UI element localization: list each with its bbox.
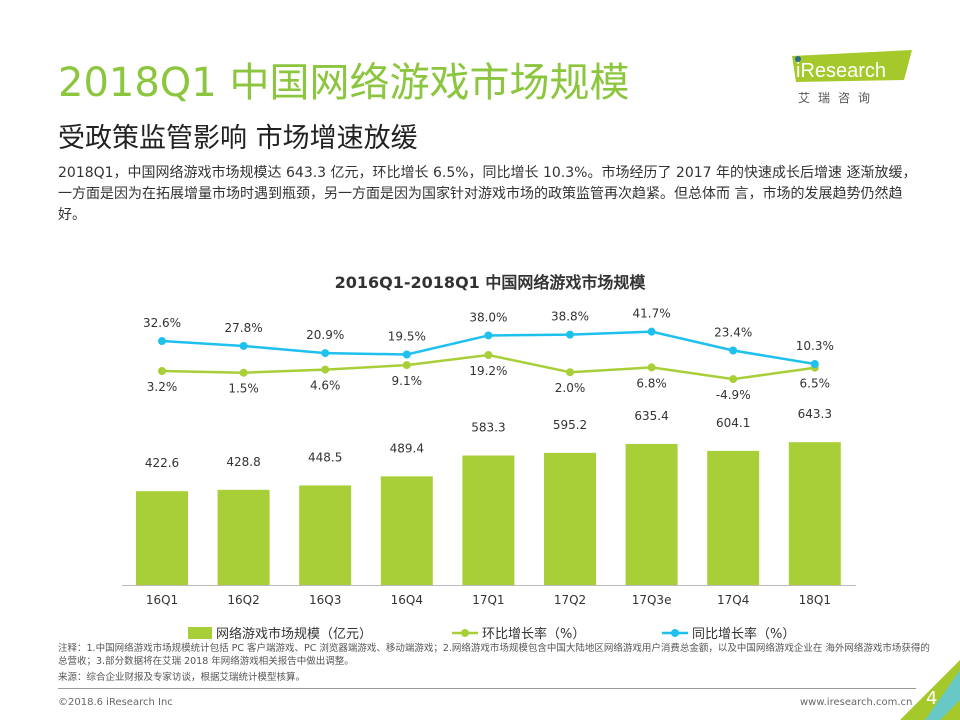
yoy-point <box>239 341 248 350</box>
bar-label: 643.3 <box>798 407 832 421</box>
bar <box>625 443 678 585</box>
yoy-point <box>566 330 574 339</box>
x-tick-label: 17Q4 <box>717 593 749 607</box>
qoq-point <box>158 367 166 375</box>
yoy-point <box>729 346 738 355</box>
yoy-label: 41.7% <box>633 307 671 321</box>
qoq-point <box>647 363 656 372</box>
chart: 2016Q1-2018Q1 中国网络游戏市场规模 16Q1 422.6 16Q2 42… <box>122 273 856 640</box>
yoy-point <box>158 337 166 346</box>
legend-swatch-point <box>671 629 679 637</box>
yoy-label: 38.0% <box>469 310 507 324</box>
legend-label: 环比增长率（%） <box>482 626 585 640</box>
qoq-label: -4.9% <box>716 388 751 402</box>
qoq-point <box>566 368 574 377</box>
qoq-label: 1.5% <box>228 382 259 396</box>
x-tick-label: 17Q2 <box>554 593 586 607</box>
chart-title: 2016Q1-2018Q1 中国网络游戏市场规模 <box>335 273 647 292</box>
bar-label: 583.3 <box>471 421 505 435</box>
source: 来源：综合企业财报及专家访谈，根据艾瑞统计模型核算。 <box>58 672 306 683</box>
bar-label: 604.1 <box>716 416 750 430</box>
x-tick-label: 17Q3e <box>632 593 672 607</box>
legend-label: 网络游戏市场规模（亿元） <box>216 626 372 640</box>
svg-text:艾瑞咨询: 艾瑞咨询 <box>798 90 878 105</box>
yoy-point <box>810 359 819 368</box>
corner-decoration <box>900 660 960 720</box>
x-tick-label: 17Q1 <box>472 593 504 607</box>
bar-label: 595.2 <box>553 418 587 432</box>
iresearch-logo: iResearch 艾瑞咨询 <box>792 50 912 105</box>
page-subtitle: 受政策监管影响 市场增速放缓 <box>58 123 418 154</box>
notes: 注释：1.中国网络游戏市场规模统计包括 PC 客户端游戏、PC 浏览器端游戏、移… <box>58 642 938 684</box>
qoq-point <box>402 361 411 370</box>
x-tick-label: 16Q3 <box>309 593 341 607</box>
bar-label: 489.4 <box>390 441 424 455</box>
qoq-label: 9.1% <box>392 374 423 388</box>
bar-label: 635.4 <box>634 409 668 423</box>
yoy-label: 32.6% <box>143 316 181 330</box>
yoy-point <box>321 349 330 358</box>
yoy-label: 19.5% <box>388 330 426 344</box>
page-number: 4 <box>926 688 938 709</box>
bar <box>707 450 760 585</box>
website-link[interactable]: www.iresearch.com.cn <box>800 697 913 708</box>
yoy-point <box>484 331 493 340</box>
bar <box>544 452 596 585</box>
bar <box>217 489 270 585</box>
x-tick-label: 16Q1 <box>146 593 178 607</box>
qoq-label: 3.2% <box>147 380 178 394</box>
qoq-point <box>321 365 330 374</box>
x-tick-label: 16Q2 <box>227 593 259 607</box>
page-title: 2018Q1 中国网络游戏市场规模 <box>58 60 630 106</box>
bar-label: 448.5 <box>308 450 342 464</box>
legend: 网络游戏市场规模（亿元） 环比增长率（%） 同比增长率（%） <box>188 626 795 640</box>
qoq-point <box>484 351 493 359</box>
qoq-label: 4.6% <box>310 379 341 393</box>
qoq-point <box>729 375 738 384</box>
x-tick-label: 18Q1 <box>799 593 831 607</box>
footer-divider <box>58 688 916 689</box>
bar-label: 428.8 <box>226 455 260 469</box>
qoq-label: 6.5% <box>800 377 831 391</box>
qoq-label: 6.8% <box>636 376 667 390</box>
description: 2018Q1，中国网络游戏市场规模达 643.3 亿元，环比增长 6.5%，同比… <box>58 165 917 223</box>
x-tick-label: 16Q4 <box>391 593 423 607</box>
yoy-label: 27.8% <box>225 321 263 335</box>
legend-swatch-bar <box>188 627 212 639</box>
yoy-point <box>402 350 411 359</box>
yoy-label: 23.4% <box>714 325 752 339</box>
qoq-label: 19.2% <box>469 364 507 378</box>
svg-text:iResearch: iResearch <box>796 60 886 82</box>
copyright: ©2018.6 iResearch Inc <box>58 697 173 708</box>
footnote: 注释：1.中国网络游戏市场规模统计包括 PC 客户端游戏、PC 浏览器端游戏、移… <box>58 643 930 667</box>
bar <box>462 455 515 585</box>
bar <box>299 485 352 585</box>
legend-swatch-point <box>461 629 469 637</box>
yoy-label: 20.9% <box>306 328 344 342</box>
bar <box>788 442 841 585</box>
yoy-label: 10.3% <box>796 339 834 353</box>
bar <box>380 476 433 585</box>
bar <box>136 491 188 585</box>
qoq-label: 2.0% <box>555 381 586 395</box>
yoy-label: 38.8% <box>551 310 589 324</box>
legend-label: 同比增长率（%） <box>692 626 795 640</box>
bar-label: 422.6 <box>145 456 179 470</box>
qoq-point <box>239 368 248 377</box>
yoy-point <box>647 327 656 336</box>
